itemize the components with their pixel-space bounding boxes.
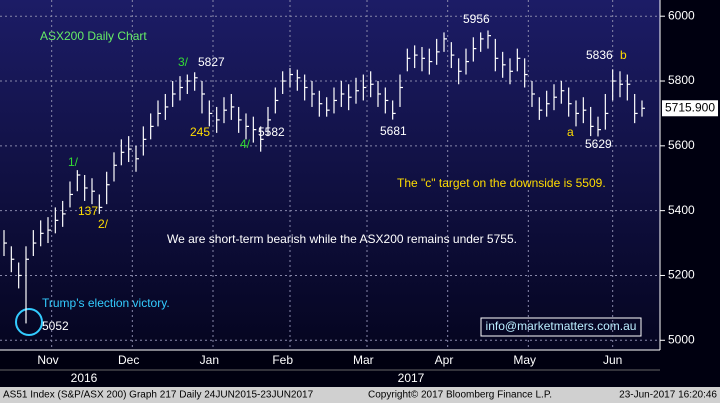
- footer-mid: Copyright© 2017 Bloomberg Finance L.P.: [368, 390, 552, 401]
- annotation: 5827: [198, 55, 225, 69]
- annotation: 1/: [68, 155, 79, 169]
- annotation: The "c" target on the downside is 5509.: [397, 176, 606, 190]
- highlight-circle: [15, 308, 43, 336]
- x-tick-label: Jan: [200, 353, 219, 367]
- x-tick-label: Jun: [603, 353, 622, 367]
- y-tick-label: 5000: [668, 332, 695, 346]
- annotation: 5956: [463, 12, 490, 26]
- footer-bar: [0, 387, 720, 403]
- last-price-label: 5715.900: [665, 100, 715, 114]
- x-tick-label: Dec: [118, 353, 139, 367]
- year-label: 2016: [71, 371, 98, 385]
- info-text: info@marketmatters.com.au: [486, 319, 637, 333]
- x-tick-label: Nov: [37, 353, 58, 367]
- annotation: 2/: [98, 217, 109, 231]
- annotation: 137: [78, 204, 98, 218]
- info-box: [480, 317, 642, 337]
- y-tick-label: 6000: [668, 8, 695, 22]
- footer-right: 23-Jun-2017 16:20:46: [619, 390, 717, 401]
- annotation: 4/: [240, 137, 251, 151]
- footer-left: AS51 Index (S&P/ASX 200) Graph 217 Daily…: [3, 390, 314, 401]
- year-label: 2017: [398, 371, 425, 385]
- annotation: 245: [190, 125, 210, 139]
- annotation: 3/: [178, 55, 189, 69]
- annotation: Trump's election victory.: [42, 296, 170, 310]
- annotation: b: [620, 48, 627, 62]
- x-tick-label: May: [513, 353, 536, 367]
- x-tick-label: Feb: [272, 353, 293, 367]
- x-tick-label: Apr: [435, 353, 454, 367]
- y-tick-label: 5400: [668, 203, 695, 217]
- y-tick-label: 5200: [668, 268, 695, 282]
- annotation: a: [567, 125, 574, 139]
- chart-title: ASX200 Daily Chart: [40, 29, 147, 43]
- plot-area: [0, 0, 660, 350]
- annotation: 5582: [258, 125, 285, 139]
- annotation: We are short-term bearish while the ASX2…: [167, 232, 517, 246]
- annotation: 5629: [585, 137, 612, 151]
- annotation: 5681: [380, 124, 407, 138]
- y-tick-label: 5600: [668, 138, 695, 152]
- last-price-box: [662, 100, 718, 117]
- x-tick-label: Mar: [353, 353, 374, 367]
- y-tick-label: 5800: [668, 73, 695, 87]
- annotation: 5836: [586, 48, 613, 62]
- annotation: 5052: [42, 319, 69, 333]
